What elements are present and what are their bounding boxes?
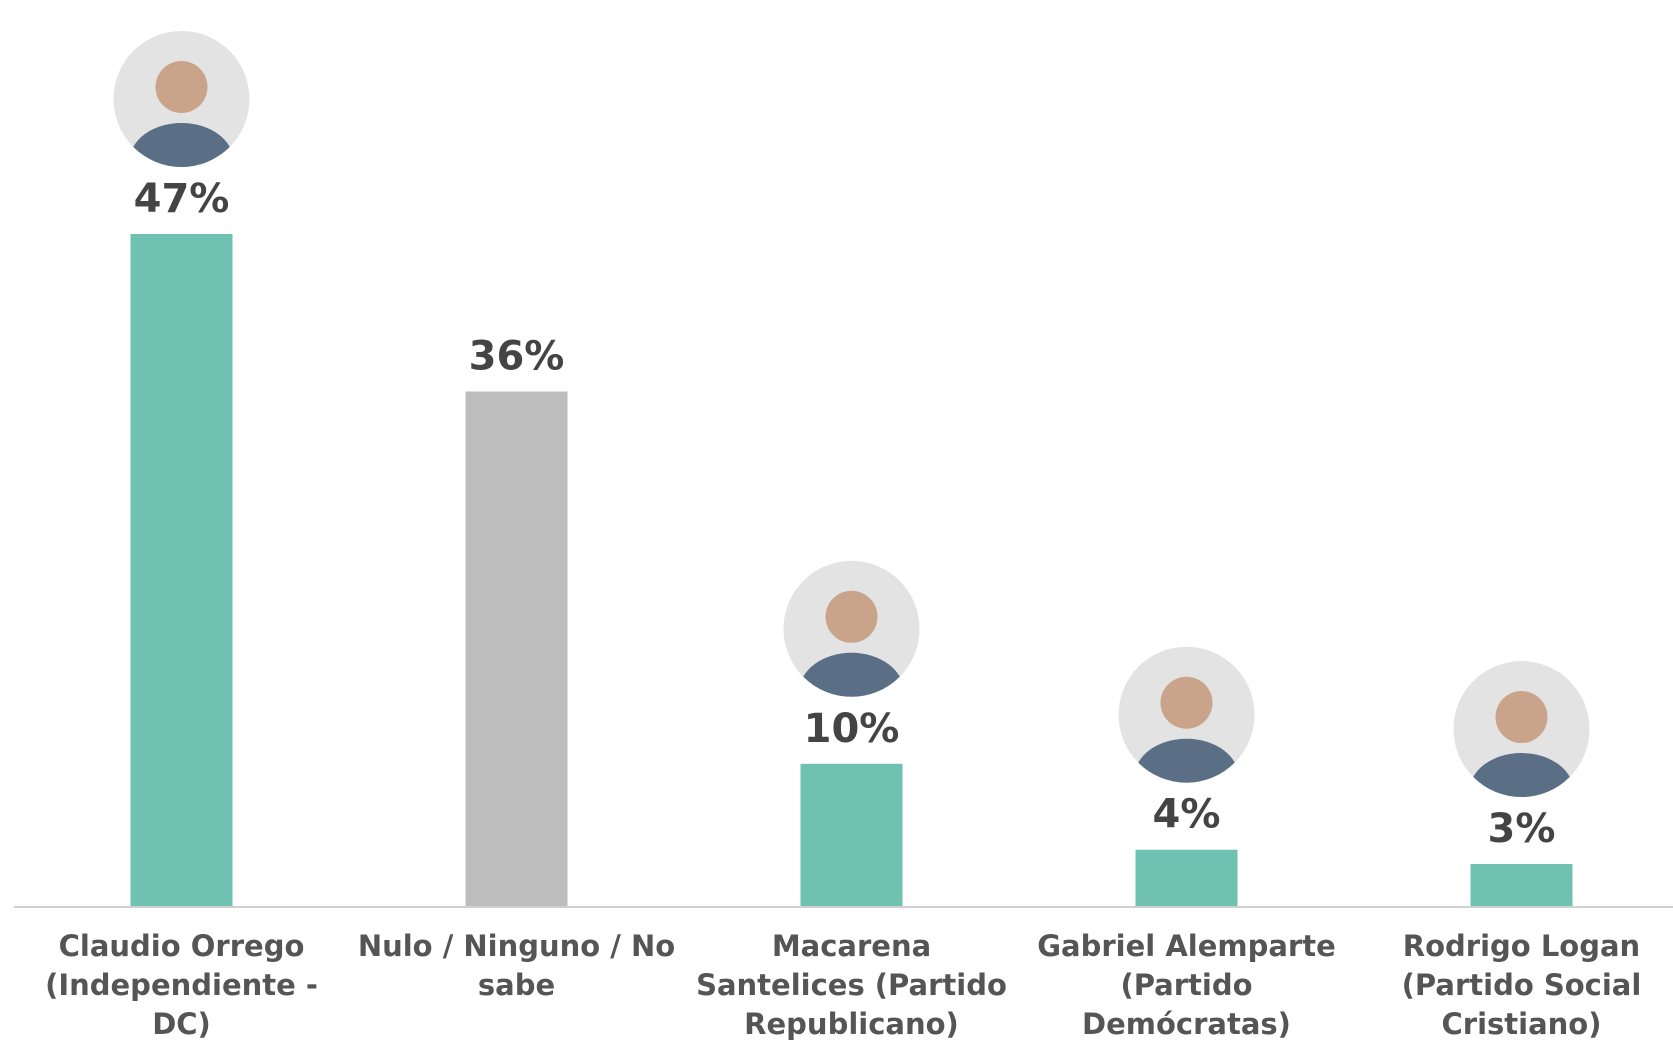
value-label: 47% xyxy=(134,176,230,222)
photo-body xyxy=(799,652,904,697)
bar xyxy=(1135,849,1238,907)
candidate-photo xyxy=(783,560,920,697)
photo-head xyxy=(155,61,208,113)
x-tick-label: Claudio Orrego (Independiente - DC) xyxy=(45,929,318,1041)
bar xyxy=(1470,864,1573,907)
bar xyxy=(800,763,903,907)
photo-head xyxy=(825,590,878,643)
value-label: 3% xyxy=(1488,806,1556,852)
photo-body xyxy=(129,123,234,167)
bar xyxy=(465,391,568,908)
photo-head xyxy=(1160,676,1213,729)
photo-body xyxy=(1134,738,1239,783)
x-tick-label: Macarena Santelices (Partido Republicano… xyxy=(696,929,1007,1041)
value-label: 36% xyxy=(469,334,565,380)
photo-head xyxy=(1495,691,1548,744)
x-tick-label: Rodrigo Logan (Partido Social Cristiano) xyxy=(1401,929,1642,1041)
bar xyxy=(130,234,233,907)
value-label: 10% xyxy=(804,706,900,752)
photo-body xyxy=(1469,753,1574,798)
value-label: 4% xyxy=(1153,792,1221,838)
candidate-photo xyxy=(1118,646,1255,783)
x-tick-label: Gabriel Alemparte (Partido Demócratas) xyxy=(1037,929,1336,1041)
candidate-photo xyxy=(1453,661,1590,798)
x-tick-label: Nulo / Ninguno / No sabe xyxy=(357,929,676,1002)
candidate-photo xyxy=(113,31,250,167)
